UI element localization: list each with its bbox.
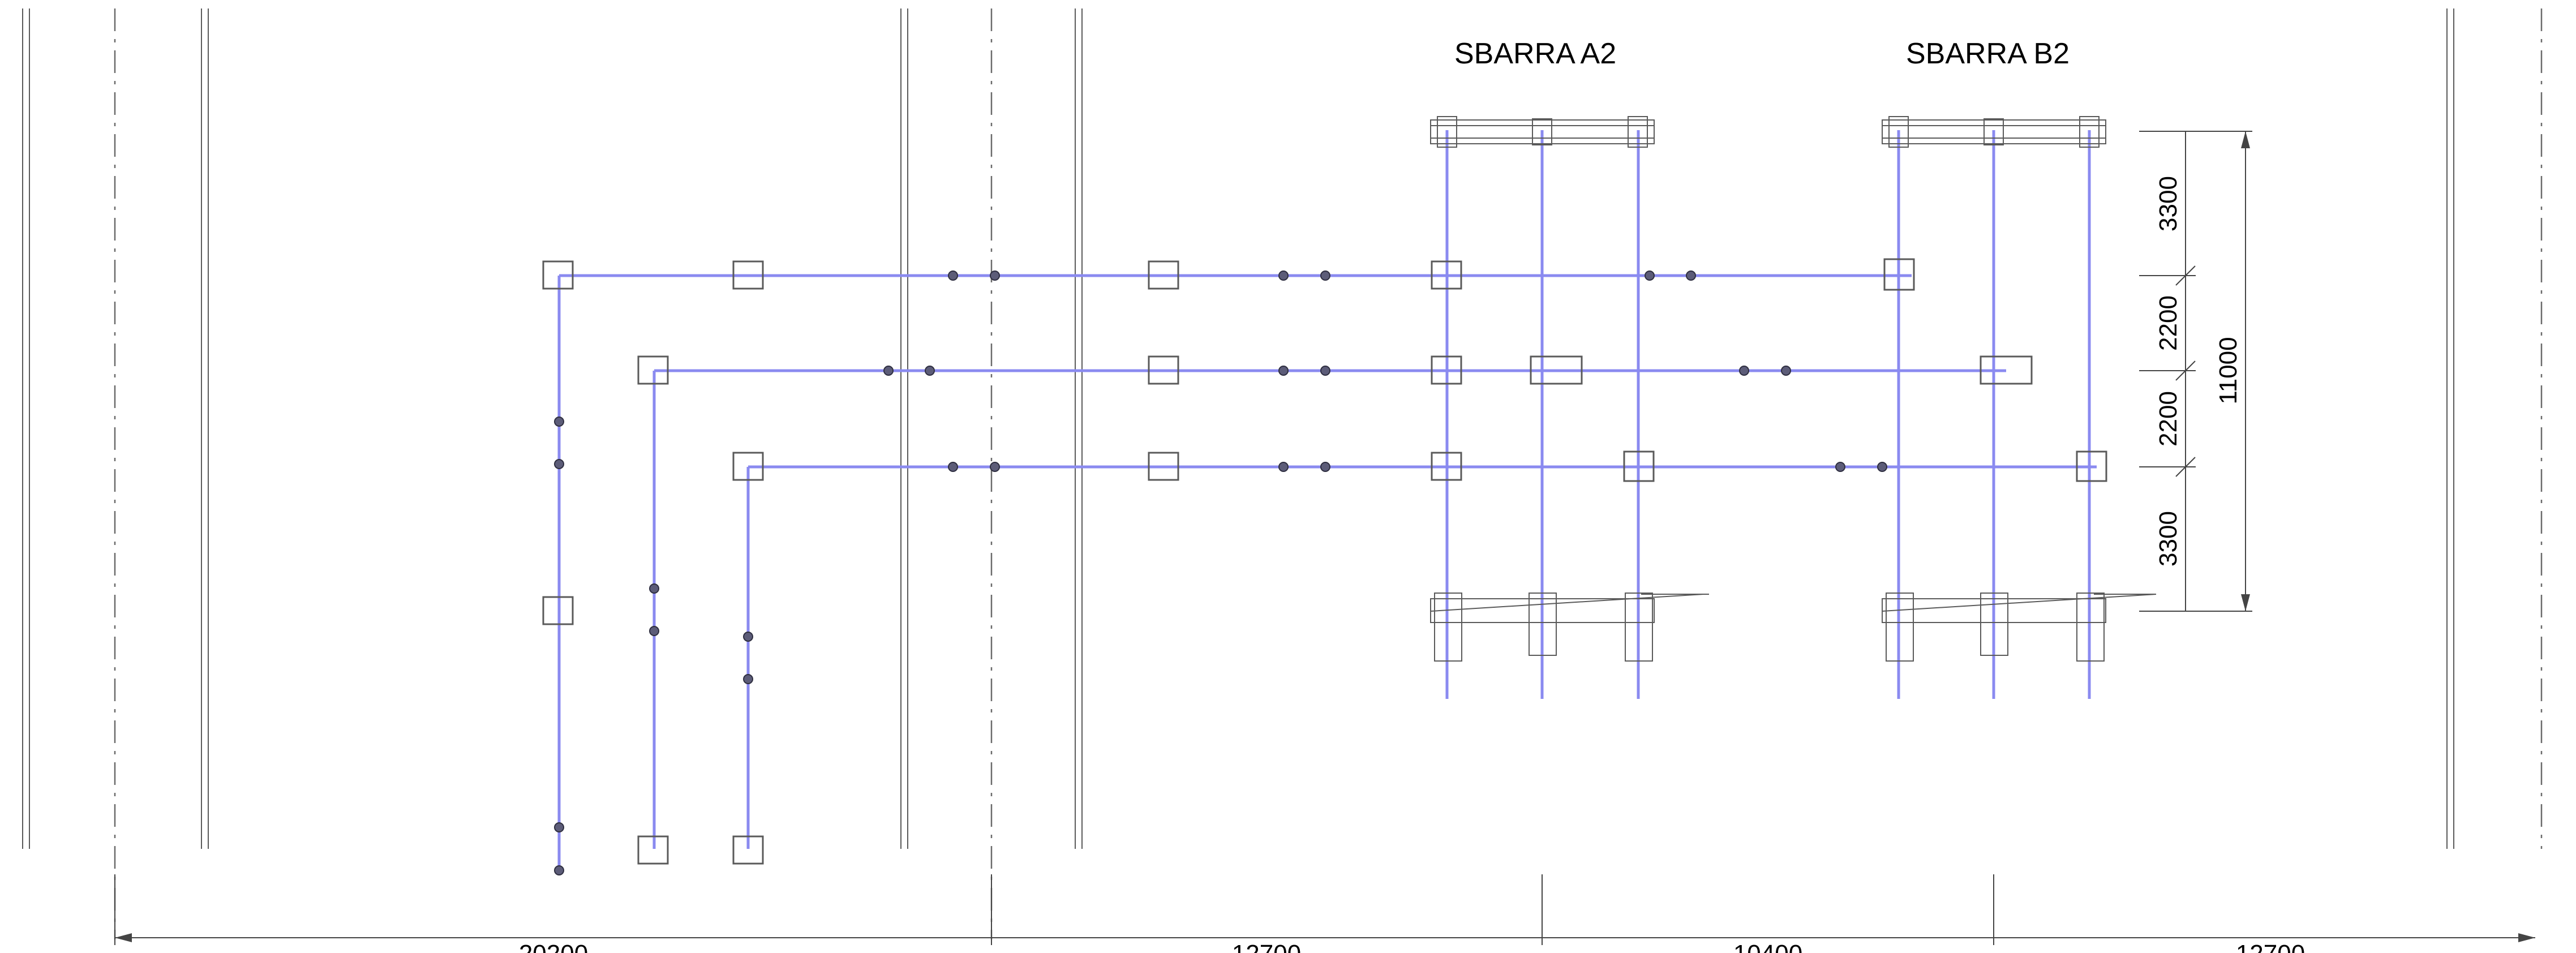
left-feeders	[557, 276, 750, 872]
support-structures	[542, 258, 2107, 865]
dim-right-segment-2: 2200	[2154, 295, 2182, 351]
busbar-a2-portal-bottom	[1430, 593, 1709, 662]
busbar-b2-portal-top	[1882, 116, 2106, 148]
dim-right-segment-1: 3300	[2154, 176, 2182, 231]
busbar-a2-portal-top	[1430, 116, 1655, 148]
connector-nodes	[554, 271, 1887, 875]
busbar-a2-title: SBARRA A2	[1454, 37, 1616, 70]
dim-right-segment-3: 2200	[2154, 391, 2182, 447]
dim-bottom-3: 10400	[1733, 940, 1802, 953]
bay-verticals	[1445, 130, 2091, 699]
dim-bottom-4: 12700	[2236, 940, 2305, 953]
axis-lines	[114, 8, 2543, 939]
dim-right-total: 11000	[2214, 337, 2242, 404]
busbar-b2-title: SBARRA B2	[1906, 37, 2070, 70]
dim-right-segment-4: 3300	[2154, 511, 2182, 566]
busbar-b2-portal-bottom	[1882, 593, 2157, 662]
boundary-lines	[22, 8, 2454, 849]
dim-bottom-1: 20200	[519, 940, 588, 953]
right-dimension	[2139, 131, 2252, 612]
bottom-dimension	[114, 874, 2535, 945]
dim-bottom-2: 12700	[1232, 940, 1301, 953]
